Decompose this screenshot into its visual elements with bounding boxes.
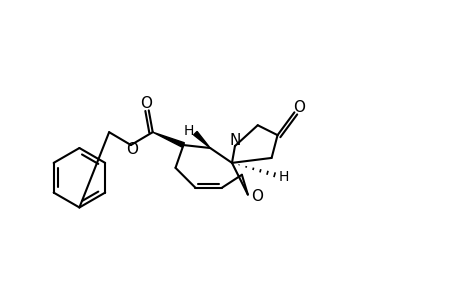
Text: N: N bbox=[229, 133, 240, 148]
Text: H: H bbox=[278, 170, 288, 184]
Polygon shape bbox=[193, 131, 210, 148]
Text: O: O bbox=[250, 189, 262, 204]
Polygon shape bbox=[152, 132, 184, 147]
Text: O: O bbox=[140, 96, 151, 111]
Text: H: H bbox=[183, 124, 193, 138]
Text: O: O bbox=[126, 142, 138, 157]
Text: O: O bbox=[293, 100, 305, 115]
